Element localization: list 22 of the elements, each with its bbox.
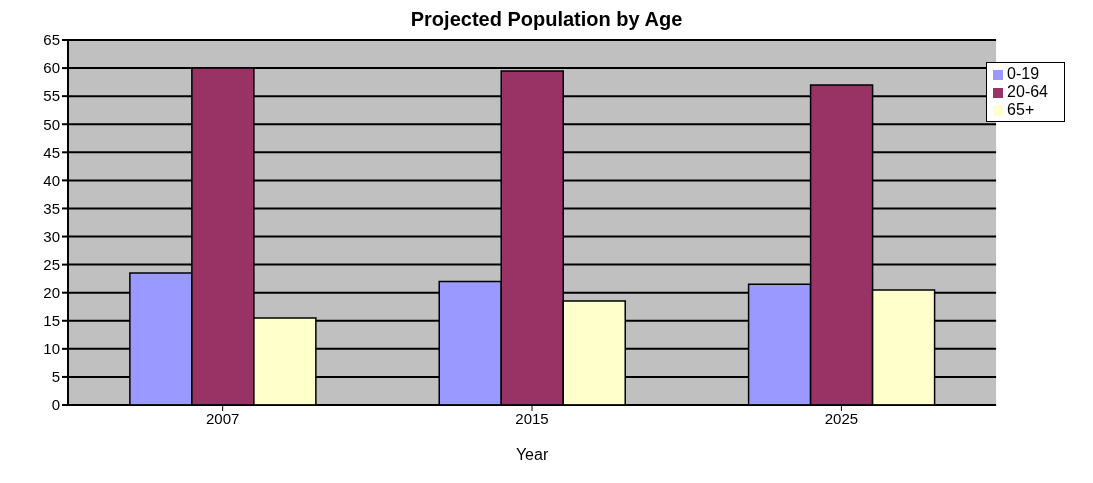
x-axis-title: Year	[515, 446, 549, 463]
y-tick-label: 45	[43, 143, 60, 161]
chart-title: Projected Population by Age	[409, 8, 684, 32]
y-tick-label: 35	[43, 199, 60, 217]
y-tick-label: 5	[51, 368, 60, 386]
y-tick-label: 40	[43, 171, 60, 189]
x-tick-label: 2025	[824, 409, 859, 427]
y-tick-label: 25	[43, 255, 60, 273]
legend-label: 20-64	[1007, 83, 1048, 100]
y-tick-label: 55	[43, 87, 60, 105]
y-tick-label: 15	[43, 312, 60, 330]
y-tick-label: 50	[43, 115, 60, 133]
y-tick-label: 10	[43, 340, 60, 358]
x-tick-label: 2007	[205, 409, 240, 427]
y-tick-label: 30	[43, 227, 60, 245]
x-tick-label: 2015	[515, 409, 549, 427]
y-tick-label: 0	[51, 396, 60, 414]
y-tick-label: 65	[43, 31, 60, 49]
legend-label: 65+	[1007, 101, 1035, 118]
y-tick-label: 60	[43, 59, 60, 77]
y-tick-label: 20	[43, 284, 60, 302]
legend-label: 0-19	[1007, 65, 1040, 82]
